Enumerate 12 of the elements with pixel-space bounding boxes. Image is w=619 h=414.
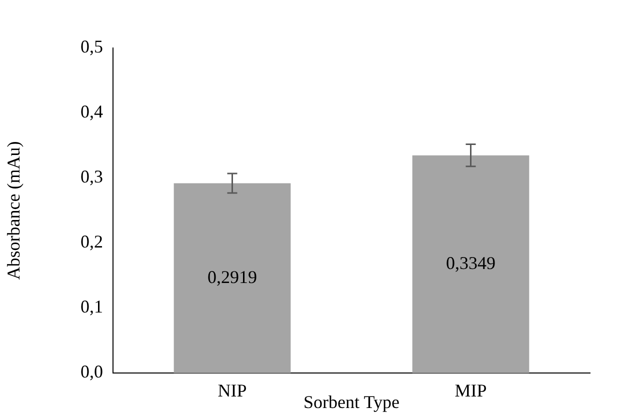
y-axis-title: Absorbance (mAu) [4, 141, 24, 280]
y-tick-label: 0,3 [80, 166, 103, 187]
data-label: 0,3349 [446, 252, 496, 273]
y-tick-label: 0,0 [80, 362, 103, 382]
x-tick-label: MIP [454, 380, 487, 401]
x-axis-title: Sorbent Type [304, 392, 400, 412]
y-tick-label: 0,4 [80, 102, 103, 122]
data-label: 0,2919 [208, 266, 257, 287]
y-tick-label: 0,5 [80, 36, 103, 57]
y-tick-label: 0,1 [80, 296, 103, 317]
y-tick-label: 0,2 [80, 232, 103, 252]
x-tick-label: NIP [218, 380, 247, 401]
